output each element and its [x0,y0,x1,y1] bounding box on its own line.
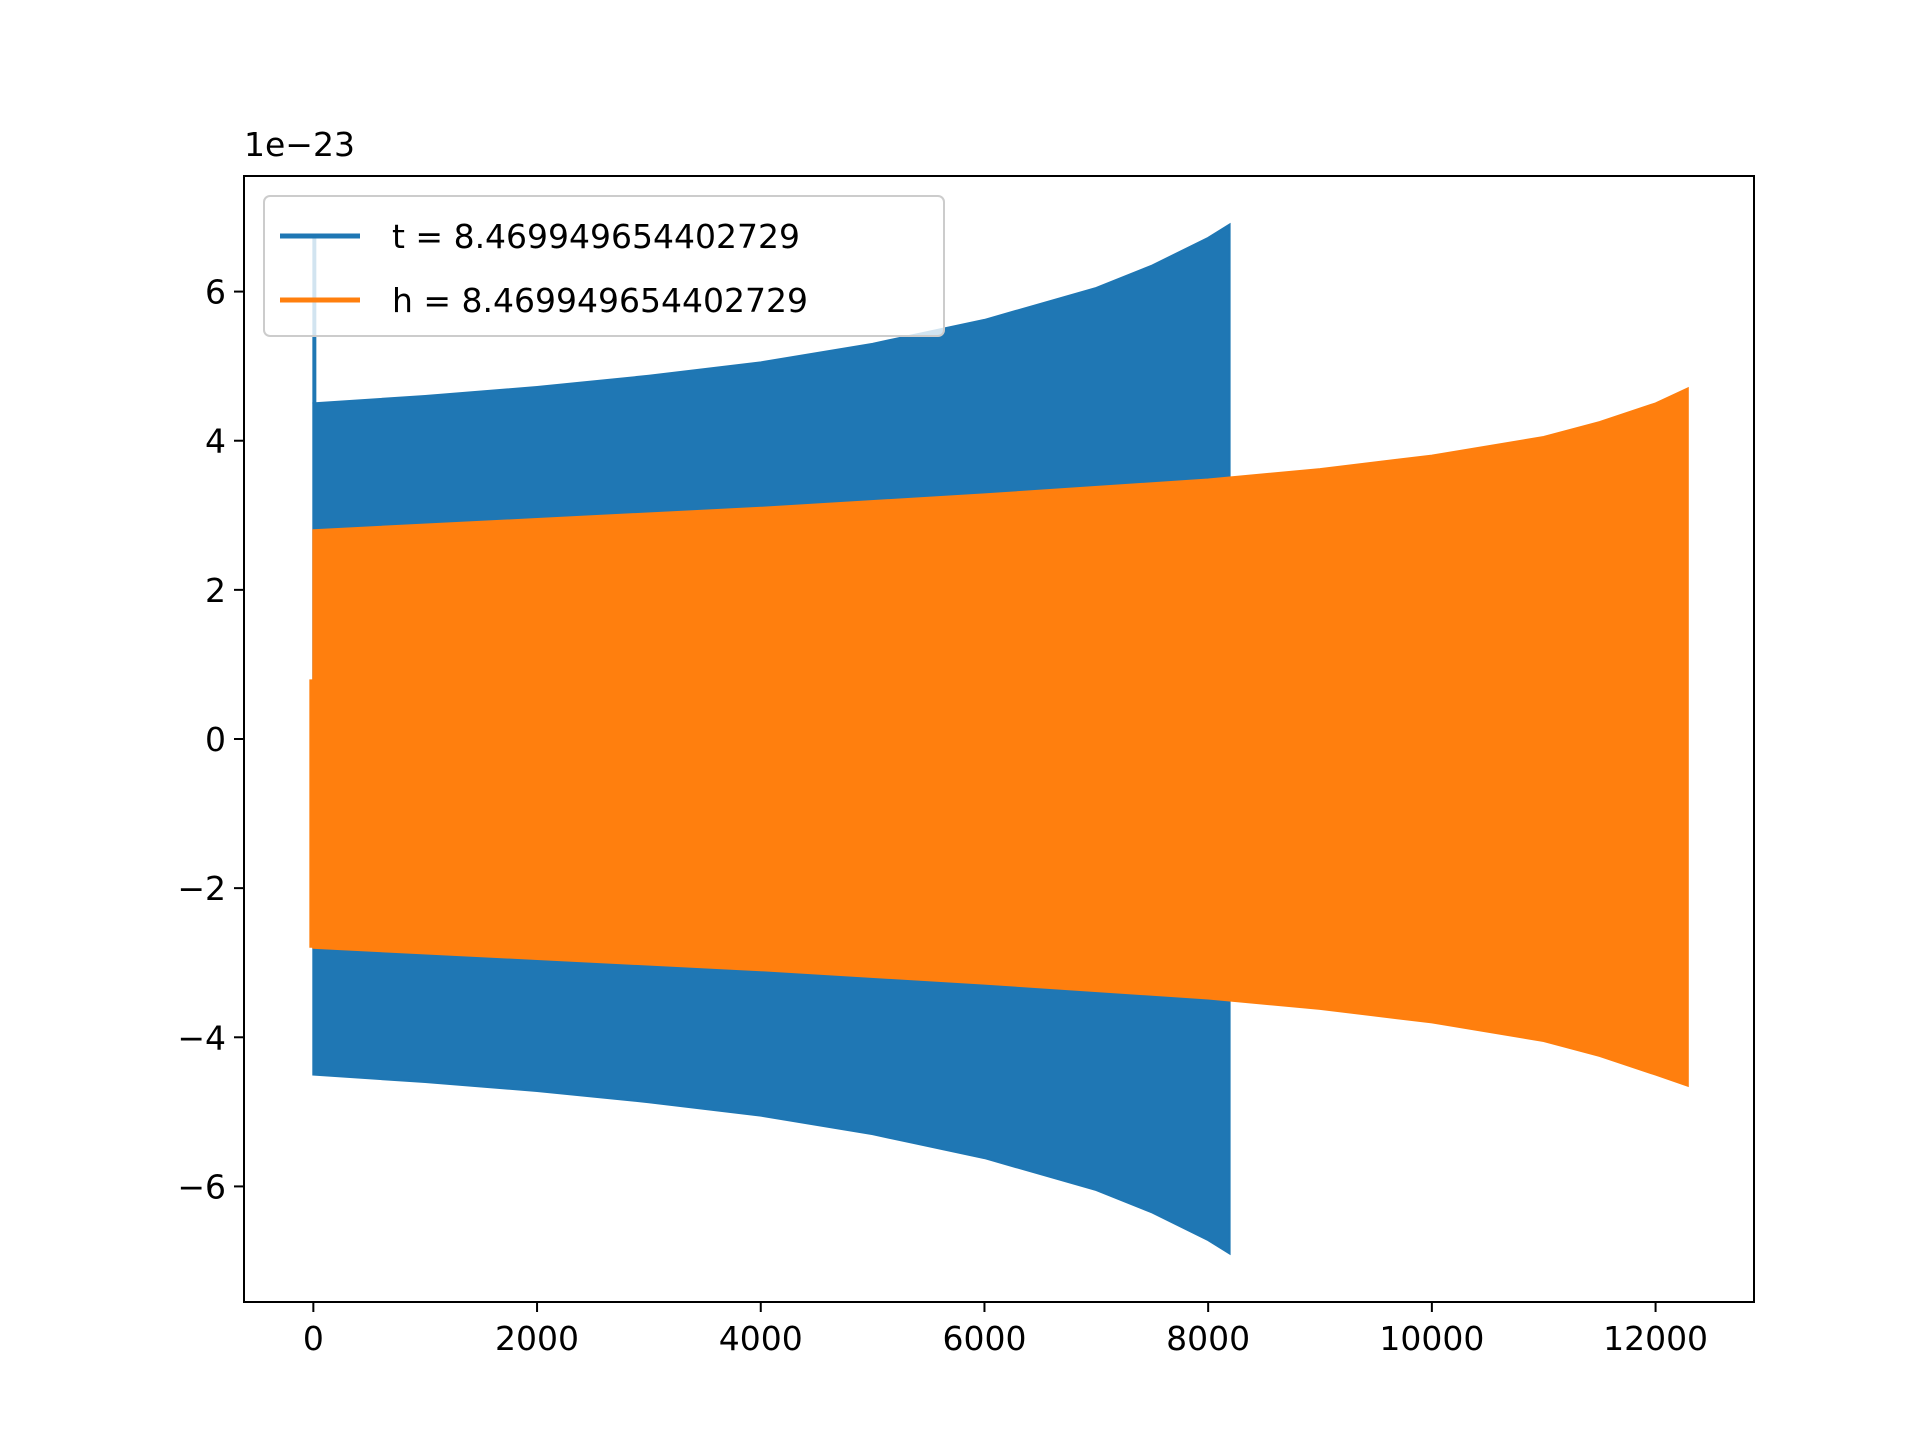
x-tick-label: 10000 [1379,1319,1484,1358]
series-1-band [312,386,1689,1088]
x-tick-label: 6000 [942,1319,1026,1358]
y-tick-label: 0 [205,720,226,759]
series-layer [309,222,1689,1256]
x-tick-label: 4000 [719,1319,803,1358]
legend-entry-label: h = 8.469949654402729 [392,281,808,320]
legend: t = 8.469949654402729 h = 8.4699496544027… [263,195,945,337]
y-tick-label: 2 [205,571,226,610]
y-tick-label: 6 [205,273,226,312]
legend-box [263,195,945,337]
y-tick-label: −4 [177,1018,226,1057]
x-tick-label: 12000 [1603,1319,1708,1358]
y-tick-label: −2 [177,869,226,908]
legend-entry-label: t = 8.469949654402729 [392,217,800,256]
x-tick-label: 8000 [1166,1319,1250,1358]
ticks-layer: 0 2000 4000 6000 8000 10000 12000 −6 −4 −2 0 2 4 6 [177,273,1708,1358]
y-tick-label: 4 [205,422,226,461]
x-tick-label: 2000 [495,1319,579,1358]
x-tick-label: 0 [303,1319,324,1358]
y-tick-label: −6 [177,1167,226,1206]
y-offset-label: 1e−23 [244,125,355,164]
